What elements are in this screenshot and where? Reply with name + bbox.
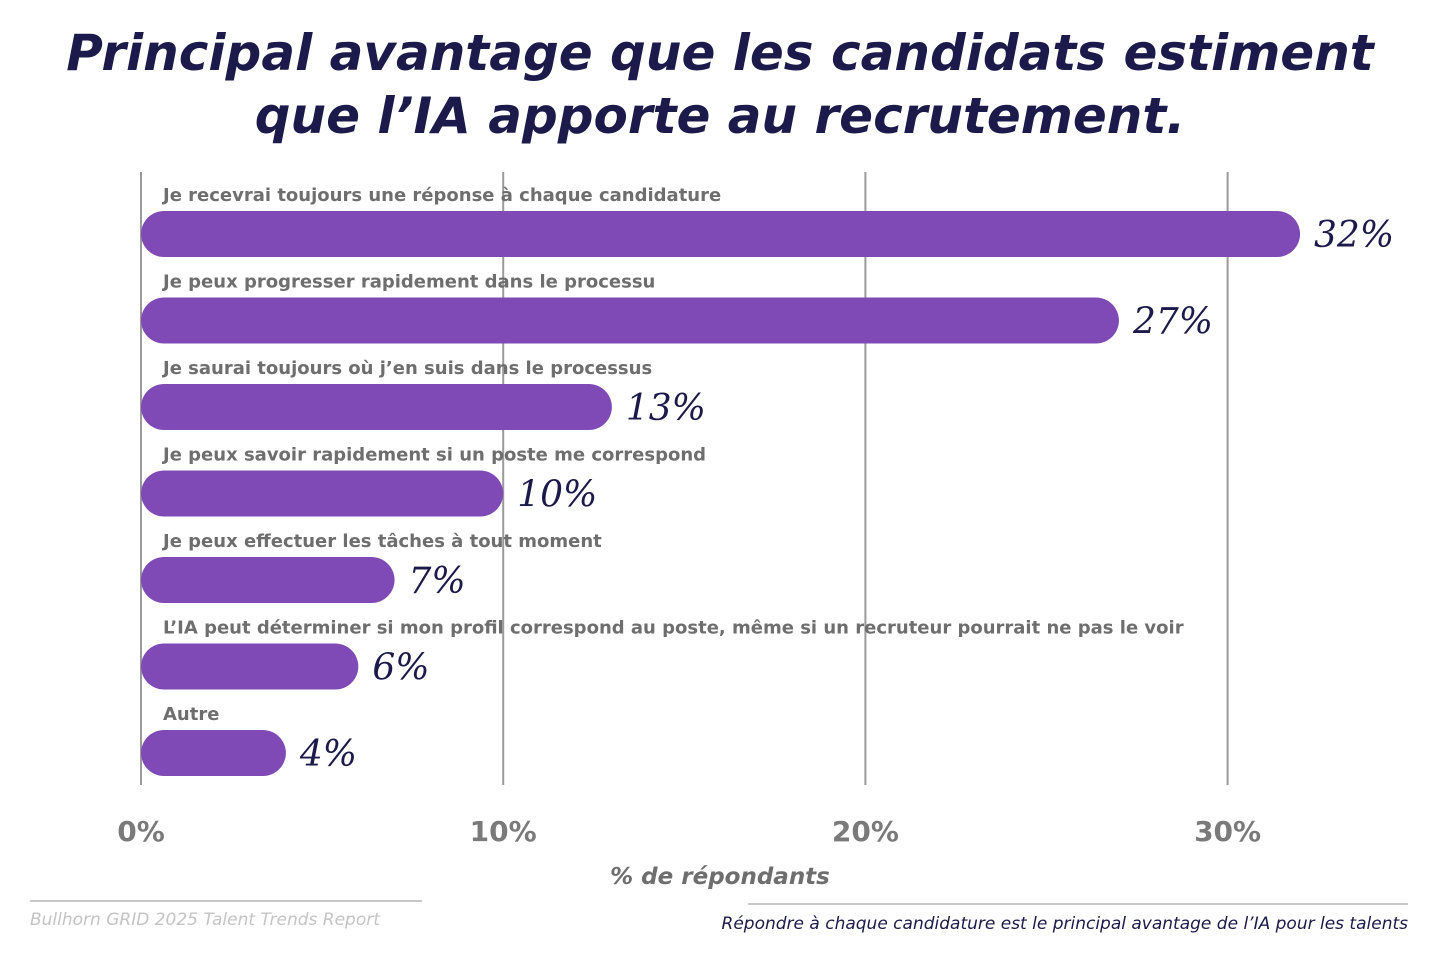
- x-tick-label: 0%: [117, 815, 165, 848]
- chart-title: Principal avantage que les candidats est…: [66, 24, 1374, 145]
- x-tick-label: 10%: [470, 815, 537, 848]
- bar: [141, 730, 286, 776]
- bar: [141, 211, 1301, 257]
- x-tick-label: 30%: [1194, 815, 1261, 848]
- footer-divider-left: [30, 900, 422, 902]
- data-label: 32%: [1314, 215, 1394, 256]
- category-label: Autre: [163, 704, 219, 725]
- bar: [141, 557, 395, 603]
- takeaway-note: Répondre à chaque candidature est le pri…: [721, 914, 1408, 934]
- bar: [141, 470, 504, 517]
- data-label: 4%: [299, 734, 357, 775]
- data-label: 27%: [1132, 302, 1213, 343]
- data-label: 13%: [626, 388, 706, 429]
- category-label: Je saurai toujours où j’en suis dans le …: [161, 358, 652, 379]
- data-label: 6%: [372, 648, 429, 689]
- category-label: Je peux effectuer les tâches à tout mome…: [161, 531, 602, 552]
- data-label: 7%: [409, 561, 466, 602]
- x-tick-label: 20%: [832, 815, 899, 848]
- bar: [141, 384, 612, 430]
- data-label: 10%: [517, 475, 597, 516]
- category-label: Je peux savoir rapidement si un poste me…: [161, 445, 706, 466]
- bar: [141, 643, 359, 690]
- source-note: Bullhorn GRID 2025 Talent Trends Report: [30, 910, 380, 930]
- footer-divider-right: [748, 903, 1408, 905]
- category-label: Je peux progresser rapidement dans le pr…: [161, 272, 655, 293]
- category-label: L’IA peut déterminer si mon profil corre…: [163, 618, 1184, 639]
- bar: [141, 297, 1119, 344]
- x-axis-label: % de répondants: [610, 864, 830, 890]
- category-label: Je recevrai toujours une réponse à chaqu…: [161, 185, 721, 206]
